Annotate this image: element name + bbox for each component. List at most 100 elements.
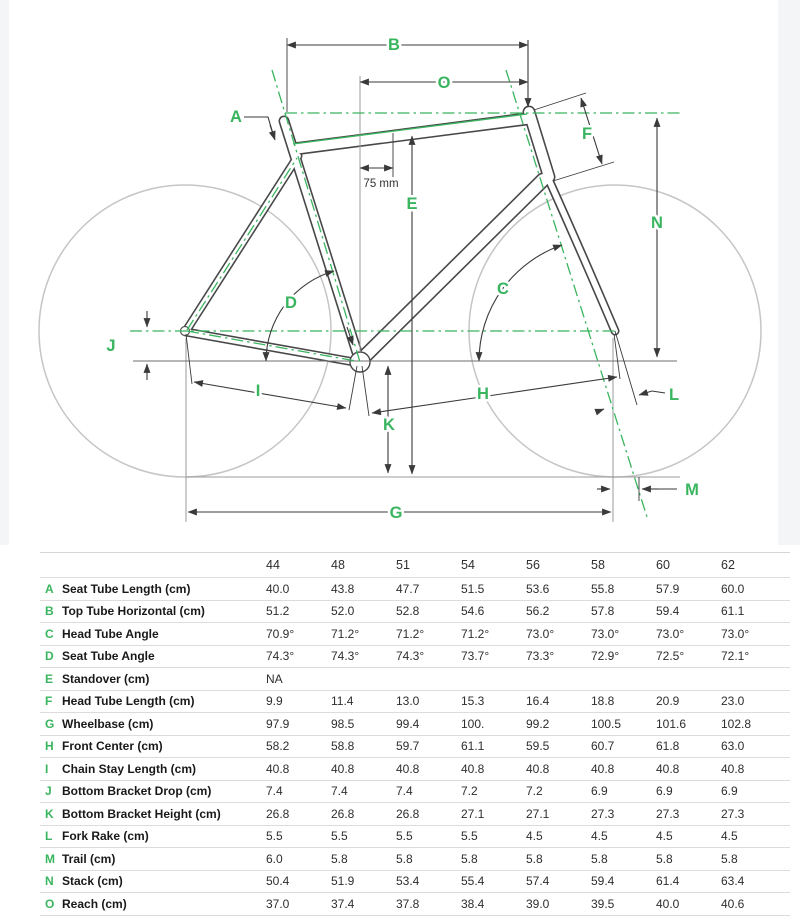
row-label-cell: O Reach (cm) bbox=[40, 897, 266, 911]
cell-value: 40.8 bbox=[461, 761, 485, 776]
cell-value: 40.8 bbox=[656, 761, 680, 776]
cell-value: 40.6 bbox=[721, 896, 745, 911]
dim-label-H: H bbox=[477, 385, 489, 403]
row-label: Head Tube Length (cm) bbox=[62, 694, 195, 709]
row-label: Top Tube Horizontal (cm) bbox=[62, 604, 205, 619]
cell-value: 5.5 bbox=[266, 829, 283, 844]
row-label-cell: J Bottom Bracket Drop (cm) bbox=[40, 784, 266, 798]
cell-value: 73.3° bbox=[526, 649, 555, 664]
cell-value: 5.8 bbox=[396, 851, 413, 866]
cell-value: 7.4 bbox=[396, 784, 413, 799]
cell-value: 51.9 bbox=[331, 874, 355, 889]
dim-labels: A B O F E N D C J I H L K M G bbox=[104, 34, 701, 525]
row-letter: G bbox=[45, 716, 55, 731]
cell-value: 52.0 bbox=[331, 604, 355, 619]
cell-value: 40.0 bbox=[656, 896, 680, 911]
row-label: Seat Tube Length (cm) bbox=[62, 581, 191, 596]
cell-value: 13.0 bbox=[396, 694, 420, 709]
size-column-header: 44 bbox=[266, 558, 280, 572]
cell-value: 7.4 bbox=[331, 784, 348, 799]
cell-value: 51.5 bbox=[461, 581, 485, 596]
size-column-header: 51 bbox=[396, 558, 410, 572]
cell-value: 57.9 bbox=[656, 581, 680, 596]
row-label-cell: M Trail (cm) bbox=[40, 852, 266, 866]
row-label-cell: H Front Center (cm) bbox=[40, 739, 266, 753]
table-row: K Bottom Bracket Height (cm) 26.8 26.8 26.8 2… bbox=[40, 802, 790, 825]
cell-value: 47.7 bbox=[396, 581, 420, 596]
page-margin-left bbox=[0, 0, 9, 545]
dim-label-D: D bbox=[285, 294, 297, 312]
size-column-header: 60 bbox=[656, 558, 670, 572]
row-letter: M bbox=[45, 851, 55, 866]
cell-value: 6.9 bbox=[721, 784, 738, 799]
size-column-header: 56 bbox=[526, 558, 540, 572]
row-label-cell: F Head Tube Length (cm) bbox=[40, 694, 266, 708]
cell-value: 72.9° bbox=[591, 649, 620, 664]
cell-value: 16.4 bbox=[526, 694, 550, 709]
cell-value: 4.5 bbox=[721, 829, 738, 844]
cell-value: 40.8 bbox=[721, 761, 745, 776]
row-letter: L bbox=[45, 829, 53, 844]
row-label-cell: L Fork Rake (cm) bbox=[40, 829, 266, 843]
row-letter: N bbox=[45, 874, 54, 889]
cell-value: 102.8 bbox=[721, 716, 752, 731]
cell-value: 7.2 bbox=[461, 784, 478, 799]
dimension-lines bbox=[143, 38, 677, 516]
row-label-cell: I Chain Stay Length (cm) bbox=[40, 762, 266, 776]
dim-label-B: B bbox=[388, 36, 400, 54]
row-letter: O bbox=[45, 896, 55, 911]
cell-value: 9.9 bbox=[266, 694, 283, 709]
table-row: M Trail (cm) 6.0 5.8 5.8 5.8 5.8 5.8 5.8 5.8 bbox=[40, 847, 790, 870]
cell-value: 27.1 bbox=[526, 806, 550, 821]
cell-value: 27.1 bbox=[461, 806, 485, 821]
cell-value: 55.4 bbox=[461, 874, 485, 889]
row-label: Wheelbase (cm) bbox=[62, 716, 154, 731]
bb-offset-annotation: 75 mm bbox=[363, 178, 398, 190]
table-row: H Front Center (cm) 58.2 58.8 59.7 61.1 59.5 60… bbox=[40, 734, 790, 758]
bottom-bracket bbox=[349, 351, 371, 373]
cell-value: 63.4 bbox=[721, 874, 745, 889]
cell-value: 53.6 bbox=[526, 581, 550, 596]
cell-value: 4.5 bbox=[591, 829, 608, 844]
row-label-cell: D Seat Tube Angle bbox=[40, 649, 266, 663]
cell-value: 4.5 bbox=[656, 829, 673, 844]
cell-value: 6.9 bbox=[656, 784, 673, 799]
cell-value: 11.4 bbox=[331, 694, 354, 709]
cell-value: 56.2 bbox=[526, 604, 550, 619]
cell-value: 6.0 bbox=[266, 851, 283, 866]
cell-value: 5.5 bbox=[461, 829, 478, 844]
cell-value: 97.9 bbox=[266, 716, 290, 731]
row-label: Bottom Bracket Height (cm) bbox=[62, 806, 221, 821]
cell-value: 59.4 bbox=[591, 874, 615, 889]
table-row: E Standover (cm) NA bbox=[40, 667, 790, 690]
size-column-header: 48 bbox=[331, 558, 345, 572]
cell-value: 61.1 bbox=[721, 604, 745, 619]
size-column-header: 62 bbox=[721, 558, 735, 572]
table-body: A Seat Tube Length (cm) 40.0 43.8 47.7 51.5 53… bbox=[40, 577, 790, 916]
table-row: N Stack (cm) 50.4 51.9 53.4 55.4 57.4 59.4 61.4 6… bbox=[40, 869, 790, 893]
row-letter: J bbox=[45, 784, 52, 799]
cell-value: 58.2 bbox=[266, 739, 290, 754]
cell-value: 59.4 bbox=[656, 604, 680, 619]
cell-value: 59.5 bbox=[526, 739, 550, 754]
row-letter: K bbox=[45, 806, 54, 821]
guide-lines bbox=[133, 76, 680, 522]
row-label: Reach (cm) bbox=[62, 896, 127, 911]
dim-label-G: G bbox=[390, 504, 403, 522]
table-row: D Seat Tube Angle 74.3° 74.3° 74.3° 73.7° 73.3… bbox=[40, 644, 790, 668]
row-letter: D bbox=[45, 649, 54, 664]
top-tube-line bbox=[292, 113, 528, 145]
cell-value: 37.8 bbox=[396, 896, 420, 911]
cell-value: 50.4 bbox=[266, 874, 290, 889]
cell-value: 27.3 bbox=[721, 806, 745, 821]
table-row: L Fork Rake (cm) 5.5 5.5 5.5 5.5 4.5 4.5 4.5 4.5 bbox=[40, 824, 790, 848]
cell-value: 39.5 bbox=[591, 896, 615, 911]
row-letter: C bbox=[45, 626, 54, 641]
cell-value: 27.3 bbox=[591, 806, 615, 821]
cell-value: 73.0° bbox=[721, 626, 750, 641]
cell-value: 100. bbox=[461, 716, 485, 731]
row-label-cell: B Top Tube Horizontal (cm) bbox=[40, 604, 266, 618]
cell-value: 40.8 bbox=[526, 761, 550, 776]
dim-label-O: O bbox=[438, 74, 451, 92]
cell-value: 100.5 bbox=[591, 716, 622, 731]
